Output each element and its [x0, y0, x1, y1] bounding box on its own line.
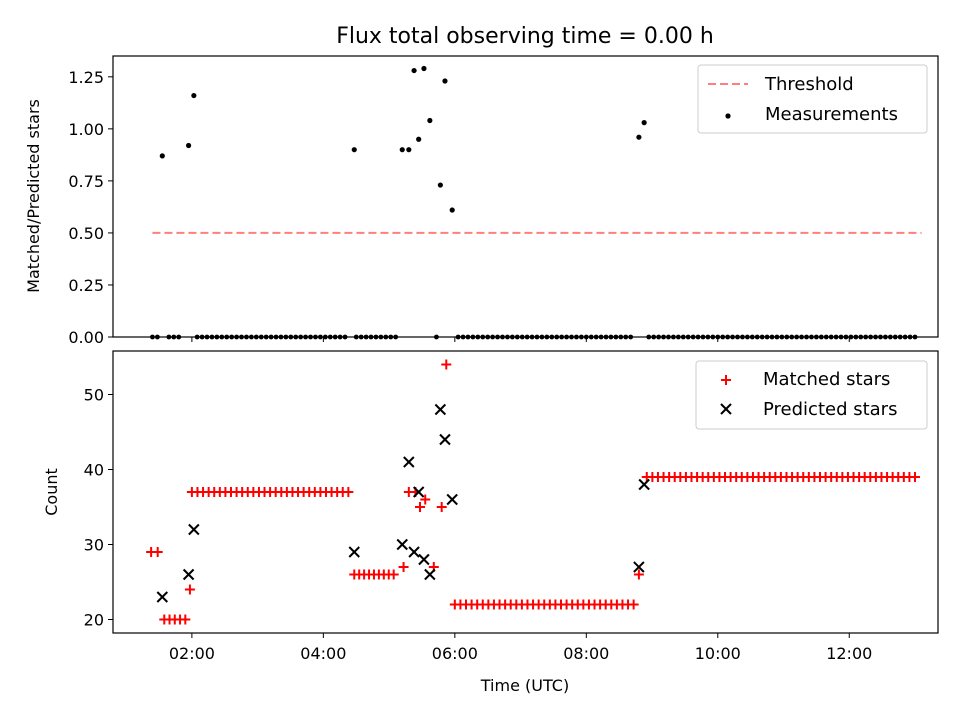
matched-star-point	[628, 599, 639, 610]
bottom-y-tick-label: 30	[84, 536, 104, 555]
matched-star-point	[184, 584, 195, 595]
bottom-y-ticks: 20 30 40 50	[84, 386, 113, 630]
top-y-tick-label: 1.00	[68, 120, 104, 139]
bottom-x-tick-label: 08:00	[563, 644, 609, 663]
matched-star-point	[414, 502, 425, 512]
top-y-tick-label: 1.25	[68, 68, 104, 87]
measurement-point	[159, 153, 165, 159]
predicted-star-point	[396, 538, 408, 551]
bottom-marks	[146, 359, 920, 625]
bottom-x-tick-label: 04:00	[300, 644, 346, 663]
measurement-point	[437, 182, 443, 188]
bottom-x-tick-label: 02:00	[169, 644, 215, 663]
measurements-legend-label: Measurements	[765, 104, 898, 125]
predicted-star-point	[446, 493, 458, 506]
predicted-star-point	[188, 523, 200, 536]
measurement-point	[442, 78, 448, 84]
bottom-x-ticks: 02:00 04:00 06:00 08:00 10:00 12:00	[169, 633, 872, 663]
predicted-star-point	[439, 433, 451, 446]
bottom-legend: Matched stars Predicted stars	[695, 360, 928, 430]
measurement-point	[636, 134, 642, 140]
measurement-point	[421, 65, 427, 72]
predicted-legend-label: Predicted stars	[763, 399, 897, 420]
bottom-x-tick-label: 10:00	[695, 644, 741, 663]
top-y-axis-label: Matched/Predicted stars	[24, 99, 43, 293]
matched-star-point	[388, 569, 399, 580]
predicted-star-point	[434, 403, 447, 416]
matched-legend-label: Matched stars	[763, 369, 890, 390]
chart-title: Flux total observing time = 0.00 h	[336, 24, 714, 49]
predicted-star-point	[424, 568, 436, 581]
bottom-y-tick-label: 40	[84, 461, 104, 480]
predicted-star-point	[348, 546, 360, 558]
bottom-y-tick-label: 50	[84, 386, 104, 405]
matched-star-point	[633, 569, 644, 580]
measurement-point	[416, 136, 422, 142]
top-axes-frame	[112, 55, 939, 338]
top-panel: 0.00 0.25 0.50 0.75 1.00 1.25 Matched/Predict…	[24, 55, 939, 347]
bottom-x-tick-label: 06:00	[432, 644, 478, 663]
measurement-point	[641, 120, 647, 126]
top-y-ticks: 0.00 0.25 0.50 0.75 1.00 1.25	[68, 68, 113, 347]
top-y-tick-label: 0.75	[68, 172, 104, 191]
measurement-point	[351, 147, 357, 153]
top-y-tick-label: 0.25	[68, 276, 104, 295]
top-legend: Threshold Measurements	[697, 64, 928, 134]
predicted-star-point	[408, 546, 420, 558]
matched-star-point	[398, 562, 409, 572]
matched-star-point	[420, 494, 431, 505]
predicted-star-point	[182, 568, 195, 581]
matched-star-point	[909, 472, 920, 482]
measurement-point	[399, 147, 405, 153]
matched-star-point	[436, 502, 447, 512]
predicted-legend-swatch	[720, 403, 732, 415]
top-y-tick-label: 0.50	[68, 224, 104, 243]
top-legend-box	[697, 64, 928, 134]
top-y-tick-label: 0.00	[68, 328, 104, 347]
measurement-point	[411, 67, 417, 74]
matched-star-point	[180, 614, 191, 625]
bottom-y-tick-label: 20	[84, 611, 104, 630]
matched-legend-swatch	[721, 375, 731, 385]
top-x-ticks	[191, 337, 850, 342]
threshold-legend-label: Threshold	[764, 74, 854, 95]
predicted-star-point	[412, 486, 425, 498]
measurement-point	[191, 92, 197, 99]
predicted-star-point	[638, 478, 650, 491]
predicted-star-point	[418, 553, 430, 566]
measurement-point	[449, 207, 455, 213]
bottom-axes-frame	[112, 350, 939, 634]
matched-star-point	[441, 359, 452, 370]
matched-star-point	[343, 487, 354, 497]
predicted-star-point	[633, 561, 645, 573]
predicted-star-point	[403, 456, 415, 468]
bottom-y-axis-label: Count	[42, 468, 61, 516]
predicted-star-point	[156, 591, 169, 603]
measurements-legend-swatch	[725, 113, 731, 119]
bottom-x-tick-label: 12:00	[826, 644, 872, 663]
measurement-point	[185, 142, 192, 149]
bottom-legend-box	[695, 360, 928, 430]
matched-star-point	[152, 547, 163, 557]
measurement-point	[427, 117, 433, 124]
measurement-point	[406, 147, 412, 153]
x-axis-label: Time (UTC)	[480, 676, 569, 695]
